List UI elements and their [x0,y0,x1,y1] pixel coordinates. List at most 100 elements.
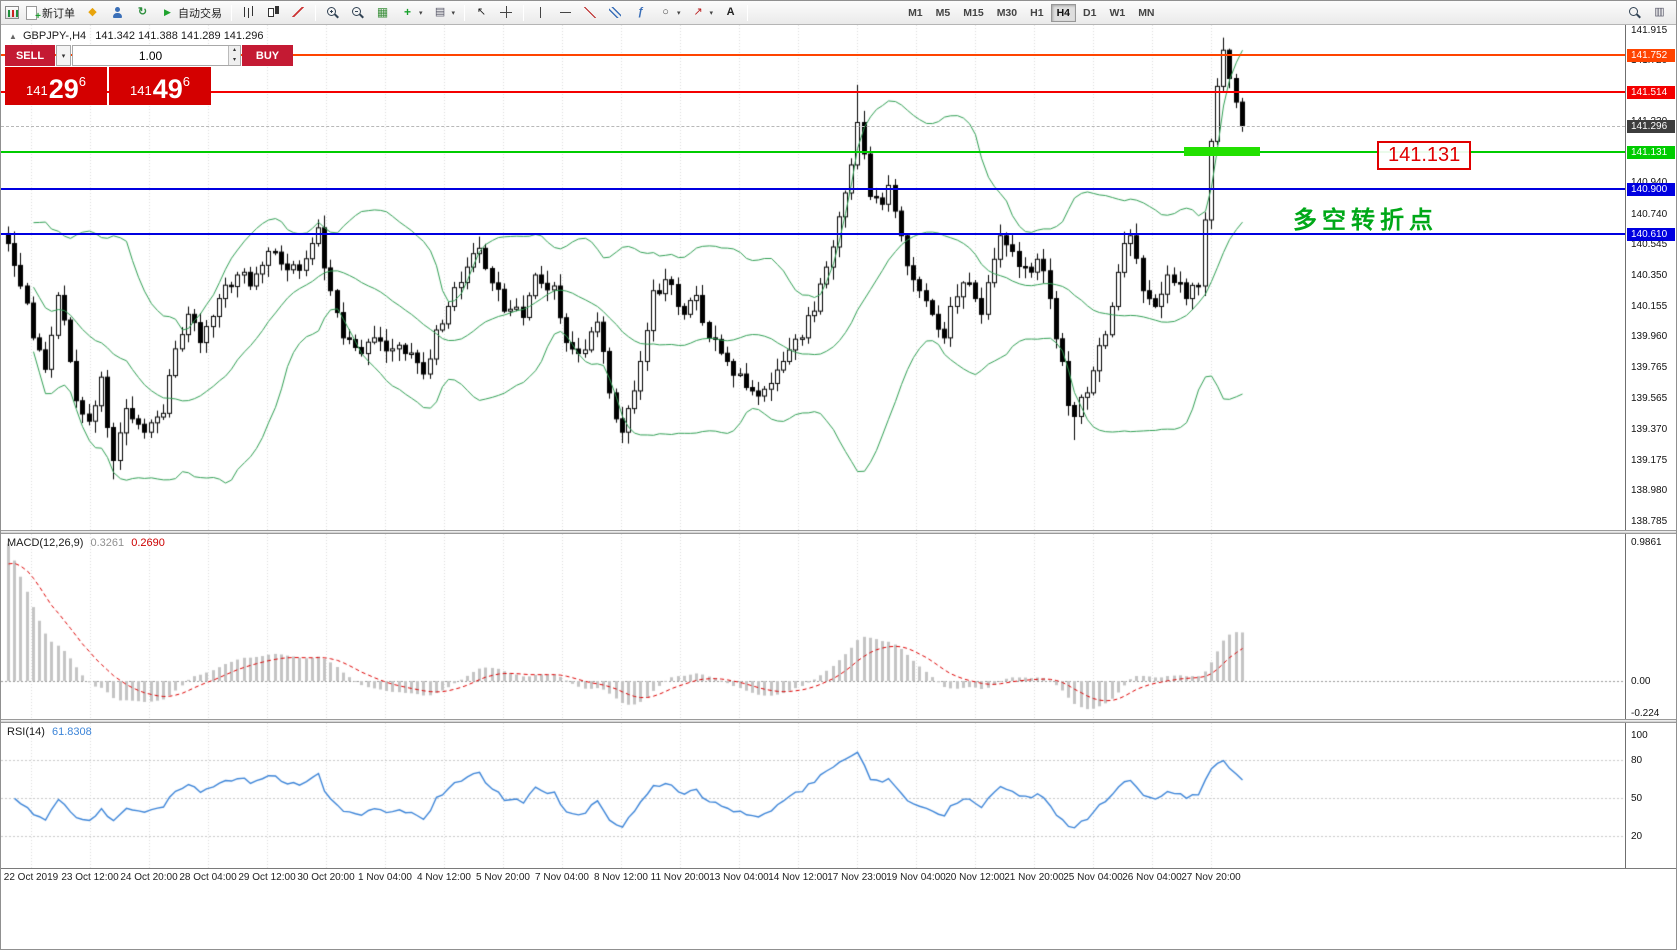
buy-price-button[interactable]: 141 49 6 [109,67,211,105]
new-order-button-label: 新订单 [42,7,75,20]
volume-increase-button[interactable]: ▴ [229,46,240,56]
time-axis-label: 7 Nov 04:00 [535,872,589,883]
text-button[interactable] [719,3,742,23]
buy-price-prefix: 141 [130,83,152,98]
search-button[interactable] [1623,3,1646,23]
macd-indicator-canvas[interactable] [1,534,1625,719]
time-axis-label: 19 Nov 04:00 [886,872,946,883]
sell-price-prefix: 141 [26,83,48,98]
profile-button[interactable] [106,3,129,23]
time-axis-label: 11 Nov 20:00 [650,872,710,883]
sell-price-button[interactable]: 141 29 6 [5,67,107,105]
templates-icon [433,6,448,19]
price-line-141.131[interactable] [1,151,1625,153]
rsi-axis-label: 80 [1631,754,1643,766]
arrows-button[interactable]: ▾ [687,3,718,23]
refresh-icon [135,6,150,19]
current-price-line [1,126,1625,127]
price-axis-label: 138.980 [1631,485,1668,497]
rsi-indicator-canvas[interactable] [1,723,1625,868]
hlinetool-icon [558,6,573,19]
timeframe-button-mn[interactable]: MN [1132,4,1160,22]
price-line-141.752[interactable] [1,54,1625,56]
timeframe-button-m30[interactable]: M30 [991,4,1023,22]
trendline-button[interactable] [579,3,602,23]
line-chart-button[interactable] [287,3,310,23]
sell-button[interactable]: SELL [5,45,55,66]
horizontal-line-button[interactable] [554,3,577,23]
timeframe-button-m1[interactable]: M1 [902,4,929,22]
bar-chart-button[interactable] [237,3,260,23]
entry-highlight-segment[interactable] [1184,147,1260,156]
timeframe-button-h1[interactable]: H1 [1024,4,1049,22]
time-axis-label: 5 Nov 20:00 [476,872,530,883]
price-axis[interactable]: 141.915141.720141.525141.330141.135140.9… [1625,25,1676,869]
price-line-141.514[interactable] [1,91,1625,93]
macd-main-value: 0.3261 [90,537,125,549]
grid-icon [375,6,390,19]
main-price-chart-canvas[interactable] [1,25,1625,530]
refresh-button[interactable] [131,3,154,23]
price-axis-label: 141.915 [1631,25,1668,36]
sell-price-big: 29 [48,73,79,104]
one-click-trading-panel: SELL ▾ ▴ ▾ BUY 141 29 6 [5,45,293,105]
quick-nav-button[interactable] [1648,3,1671,23]
zoomin-icon [325,6,340,19]
dropdown-arrow-icon: ▾ [677,9,681,17]
sell-price-sup: 6 [78,74,86,89]
time-axis-label: 14 Nov 12:00 [768,872,828,883]
crosshair-button[interactable] [495,3,518,23]
neworder-icon [24,6,41,22]
channel-icon [608,6,623,19]
autotrading-button[interactable]: 自动交易 [156,3,226,23]
diamond-icon [85,6,100,19]
indicators-button[interactable]: ▾ [396,3,427,23]
channel-button[interactable] [604,3,627,23]
zoom-in-button[interactable] [321,3,344,23]
price-line-140.900[interactable] [1,188,1625,190]
new-order-button[interactable]: 新订单 [20,3,79,23]
macd-label: MACD(12,26,9) 0.3261 0.2690 [7,537,165,549]
cursor-button[interactable] [470,3,493,23]
macd-signal-value: 0.2690 [131,537,165,549]
chart-area[interactable]: ▲ GBPJPY-,H4 141.342 141.388 141.289 141… [1,25,1676,949]
time-axis[interactable]: 22 Oct 2019 23 Oct 12:00 24 Oct 20:00 28 Oc… [1,872,1676,888]
macd-axis-label: -0.224 [1631,707,1660,719]
text-icon [723,6,738,19]
timeframe-button-h4[interactable]: H4 [1050,3,1076,22]
time-axis-label: 22 Oct 2019 [3,872,59,883]
buy-price-sup: 6 [182,74,190,89]
rsi-panel-splitter[interactable] [1,719,1676,723]
shapes-button[interactable]: ▾ [654,3,685,23]
buy-button[interactable]: BUY [242,45,293,66]
volume-input[interactable] [73,46,228,65]
price-axis-label: 139.565 [1631,393,1668,405]
candlestick-chart-button[interactable] [262,3,285,23]
order-settings-dropdown[interactable]: ▾ [56,45,71,66]
price-line-140.610[interactable] [1,233,1625,235]
tile-windows-button[interactable] [371,3,394,23]
trend-icon [583,6,598,19]
community-button[interactable] [81,3,104,23]
price-level-annotation[interactable]: 141.131 [1377,141,1472,170]
timeframe-button-d1[interactable]: D1 [1077,4,1102,22]
templates-button[interactable]: ▾ [429,3,460,23]
turning-point-annotation[interactable]: 多空转折点 [1293,207,1438,234]
price-axis-label: 140.940 [1631,177,1667,188]
timeframe-button-w1[interactable]: W1 [1103,4,1131,22]
templates2-icon [1652,6,1667,19]
crosshair-icon [499,6,514,19]
time-axis-label: 30 Oct 20:00 [297,872,355,883]
zoom-out-button[interactable] [346,3,369,23]
timeframe-button-m15[interactable]: M15 [957,4,989,22]
volume-decrease-button[interactable]: ▾ [229,55,240,65]
timeframe-button-m5[interactable]: M5 [930,4,957,22]
macd-panel-splitter[interactable] [1,530,1676,534]
vertical-line-button[interactable] [529,3,552,23]
rsi-name: RSI(14) [7,726,45,738]
time-axis-label: 28 Oct 04:00 [179,872,237,883]
time-axis-label: 20 Nov 12:00 [945,872,1005,883]
fibonacci-button[interactable] [629,3,652,23]
